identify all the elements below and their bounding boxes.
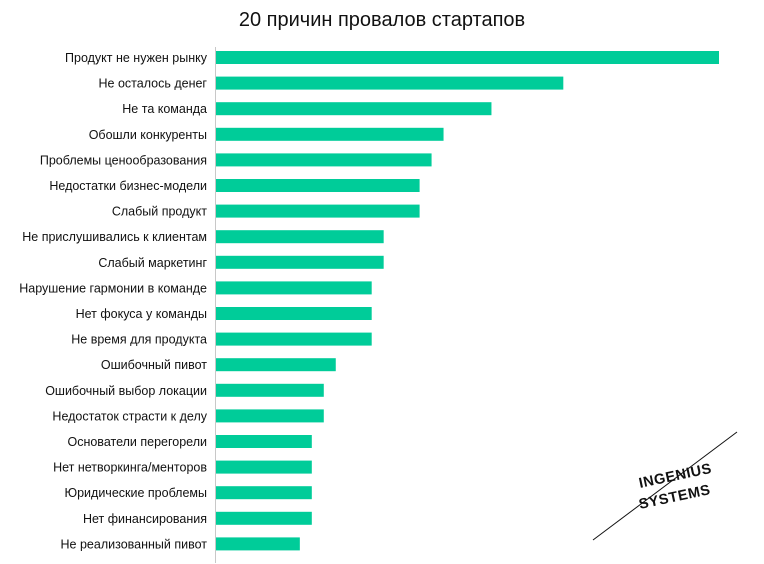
category-label: Обошли конкуренты xyxy=(89,128,207,142)
category-label: Слабый маркетинг xyxy=(98,256,207,270)
category-label: Нет нетворкинга/менторов xyxy=(53,461,207,475)
bar xyxy=(216,511,312,525)
bar xyxy=(216,230,384,244)
bar xyxy=(216,358,336,372)
category-label: Ошибочный выбор локации xyxy=(45,384,207,398)
category-label: Недостатки бизнес-модели xyxy=(49,179,207,193)
category-label: Не осталось денег xyxy=(99,77,208,91)
bar xyxy=(216,435,312,448)
category-labels-group: Продукт не нужен рынку Не осталось денег Н… xyxy=(19,51,208,551)
category-label: Не та команда xyxy=(122,102,207,116)
bar xyxy=(216,51,719,64)
category-label: Нет финансирования xyxy=(83,512,207,526)
bar xyxy=(216,179,420,192)
bar xyxy=(216,332,372,346)
category-label: Недостаток страсти к делу xyxy=(52,409,207,423)
category-label: Не реализованный пивот xyxy=(61,537,208,551)
bar xyxy=(216,76,564,90)
category-label: Не прислушивались к клиентам xyxy=(22,230,207,244)
category-label: Проблемы ценообразования xyxy=(40,153,207,167)
category-label: Не время для продукта xyxy=(71,333,207,347)
category-label: Нет фокуса у команды xyxy=(76,307,207,321)
bar xyxy=(216,486,312,500)
category-label: Основатели перегорели xyxy=(67,435,207,449)
bar xyxy=(216,383,324,397)
ingenius-systems-logo: INGENIUS SYSTEMS xyxy=(592,431,738,541)
bars-group xyxy=(216,51,719,551)
category-label: Нарушение гармонии в команде xyxy=(19,281,207,295)
bar xyxy=(216,537,300,551)
category-label: Юридические проблемы xyxy=(64,486,207,500)
bar xyxy=(216,127,444,141)
bar xyxy=(216,409,324,423)
logo-diagonal-line xyxy=(592,431,738,541)
category-label: Ошибочный пивот xyxy=(101,358,207,372)
bar xyxy=(216,255,384,269)
bar xyxy=(216,307,372,320)
category-label: Продукт не нужен рынку xyxy=(65,51,208,65)
bar xyxy=(216,153,432,167)
bar xyxy=(216,102,492,116)
bar xyxy=(216,281,372,295)
bar xyxy=(216,204,420,218)
category-label: Слабый продукт xyxy=(112,205,207,219)
chart-title: 20 причин провалов стартапов xyxy=(238,9,526,31)
bar xyxy=(216,460,312,474)
